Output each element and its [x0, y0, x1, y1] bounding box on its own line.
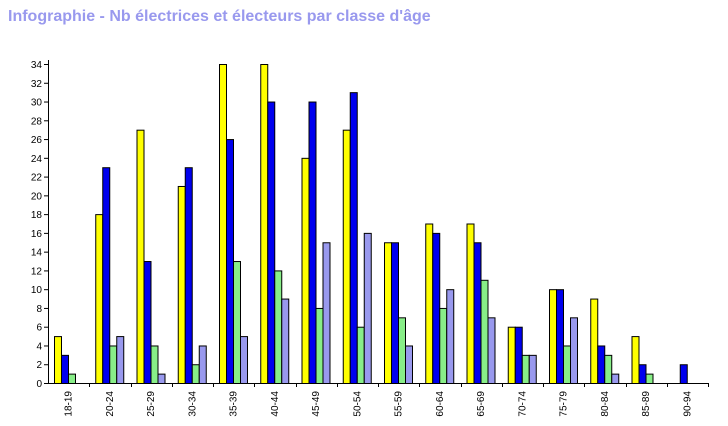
y-tick-label: 24	[31, 154, 43, 165]
y-tick-label: 8	[36, 304, 42, 315]
bar-40-44-s3	[274, 270, 283, 385]
y-tick-label: 14	[31, 248, 43, 259]
bar-60-64-s2	[432, 232, 441, 384]
bar-40-44-s4	[281, 298, 290, 385]
y-tick-label: 4	[36, 341, 42, 352]
bar-65-69-s1	[466, 223, 475, 384]
x-tick-label: 55-59	[394, 391, 405, 417]
x-tick-label: 18-19	[64, 391, 75, 417]
bar-45-49-s3	[315, 307, 324, 384]
bar-45-49-s2	[308, 101, 317, 384]
bar-50-54-s2	[349, 92, 358, 384]
x-tick-label: 90-94	[682, 391, 693, 417]
bar-75-79-s3	[563, 345, 571, 384]
y-tick-label: 10	[31, 285, 43, 296]
x-tick-label: 65-69	[476, 391, 487, 417]
y-tick-label: 30	[31, 98, 43, 109]
bar-70-74-s1	[507, 326, 516, 384]
bar-65-69-s3	[480, 279, 489, 385]
x-tick-label: 30-34	[187, 391, 198, 417]
x-tick-label: 45-49	[311, 391, 322, 417]
bar-65-69-s2	[473, 242, 482, 384]
y-tick-label: 6	[36, 323, 42, 334]
bar-65-69-s4	[487, 317, 496, 384]
y-tick-label: 22	[31, 173, 43, 184]
bar-40-44-s2	[267, 101, 276, 384]
bar-60-64-s4	[446, 289, 455, 385]
bar-45-49-s4	[322, 242, 331, 384]
x-tick-label: 75-79	[559, 391, 570, 417]
bar-85-89-s1	[631, 336, 640, 384]
x-tick-label: 25-29	[146, 391, 157, 417]
bar-20-24-s4	[116, 336, 125, 384]
x-tick-label: 70-74	[517, 391, 528, 417]
y-tick-label: 12	[31, 266, 43, 277]
bars-layer	[54, 64, 688, 385]
bar-30-34-s1	[177, 185, 186, 384]
y-tick-label: 18	[31, 210, 43, 221]
bar-25-29-s4	[157, 373, 166, 384]
bar-18-19-s3	[68, 373, 76, 384]
bar-70-74-s4	[528, 354, 537, 384]
bar-55-59-s1	[384, 242, 392, 384]
bar-35-39-s2	[226, 139, 234, 384]
bar-18-19-s2	[61, 354, 69, 384]
bar-70-74-s3	[521, 354, 530, 384]
bar-75-79-s2	[556, 289, 564, 385]
y-tick-label: 28	[31, 116, 43, 127]
bar-55-59-s3	[398, 317, 406, 384]
bar-25-29-s2	[143, 261, 152, 385]
bar-20-24-s3	[109, 345, 118, 384]
y-tick-label: 0	[36, 379, 42, 390]
bar-40-44-s1	[260, 64, 269, 384]
x-tick-label: 85-89	[641, 391, 652, 417]
bar-80-84-s1	[590, 298, 599, 385]
y-tick-label: 34	[31, 60, 43, 71]
bar-55-59-s2	[391, 242, 399, 384]
bar-60-64-s1	[425, 223, 434, 384]
bar-25-29-s3	[150, 345, 159, 384]
bar-25-29-s1	[136, 129, 145, 384]
y-tick-label: 16	[31, 229, 43, 240]
bar-85-89-s2	[638, 364, 647, 384]
x-tick-label: 40-44	[270, 391, 281, 417]
bar-75-79-s1	[549, 289, 557, 385]
x-tick-label: 60-64	[435, 391, 446, 417]
chart-title: Infographie - Nb électrices et électeurs…	[8, 8, 431, 25]
bar-90-94-s2	[679, 364, 688, 384]
x-tick-label: 20-24	[105, 391, 116, 417]
bar-60-64-s3	[439, 307, 448, 384]
bar-18-19-s1	[54, 336, 62, 384]
y-tick-label: 32	[31, 79, 43, 90]
bar-35-39-s3	[233, 261, 241, 385]
bar-20-24-s2	[102, 167, 111, 384]
bar-50-54-s3	[356, 326, 365, 384]
bar-80-84-s3	[604, 354, 613, 384]
bar-70-74-s2	[514, 326, 523, 384]
bar-30-34-s4	[198, 345, 207, 384]
bar-80-84-s2	[597, 345, 606, 384]
bar-45-49-s1	[301, 157, 310, 384]
bar-50-54-s4	[363, 232, 372, 384]
y-tick-label: 26	[31, 135, 43, 146]
bar-20-24-s1	[95, 214, 104, 384]
x-tick-label: 35-39	[229, 391, 240, 417]
bar-30-34-s2	[184, 167, 193, 384]
bar-30-34-s3	[191, 364, 200, 384]
x-tick-label: 50-54	[352, 391, 363, 417]
y-tick-label: 20	[31, 191, 43, 202]
bar-35-39-s4	[240, 336, 248, 384]
bar-55-59-s4	[405, 345, 413, 384]
bar-80-84-s4	[611, 373, 620, 384]
bar-75-79-s4	[570, 317, 578, 384]
x-tick-label: 80-84	[600, 391, 611, 417]
y-tick-label: 2	[36, 360, 42, 371]
bar-85-89-s3	[645, 373, 654, 384]
bar-50-54-s1	[342, 129, 351, 384]
bar-35-39-s1	[219, 64, 227, 384]
